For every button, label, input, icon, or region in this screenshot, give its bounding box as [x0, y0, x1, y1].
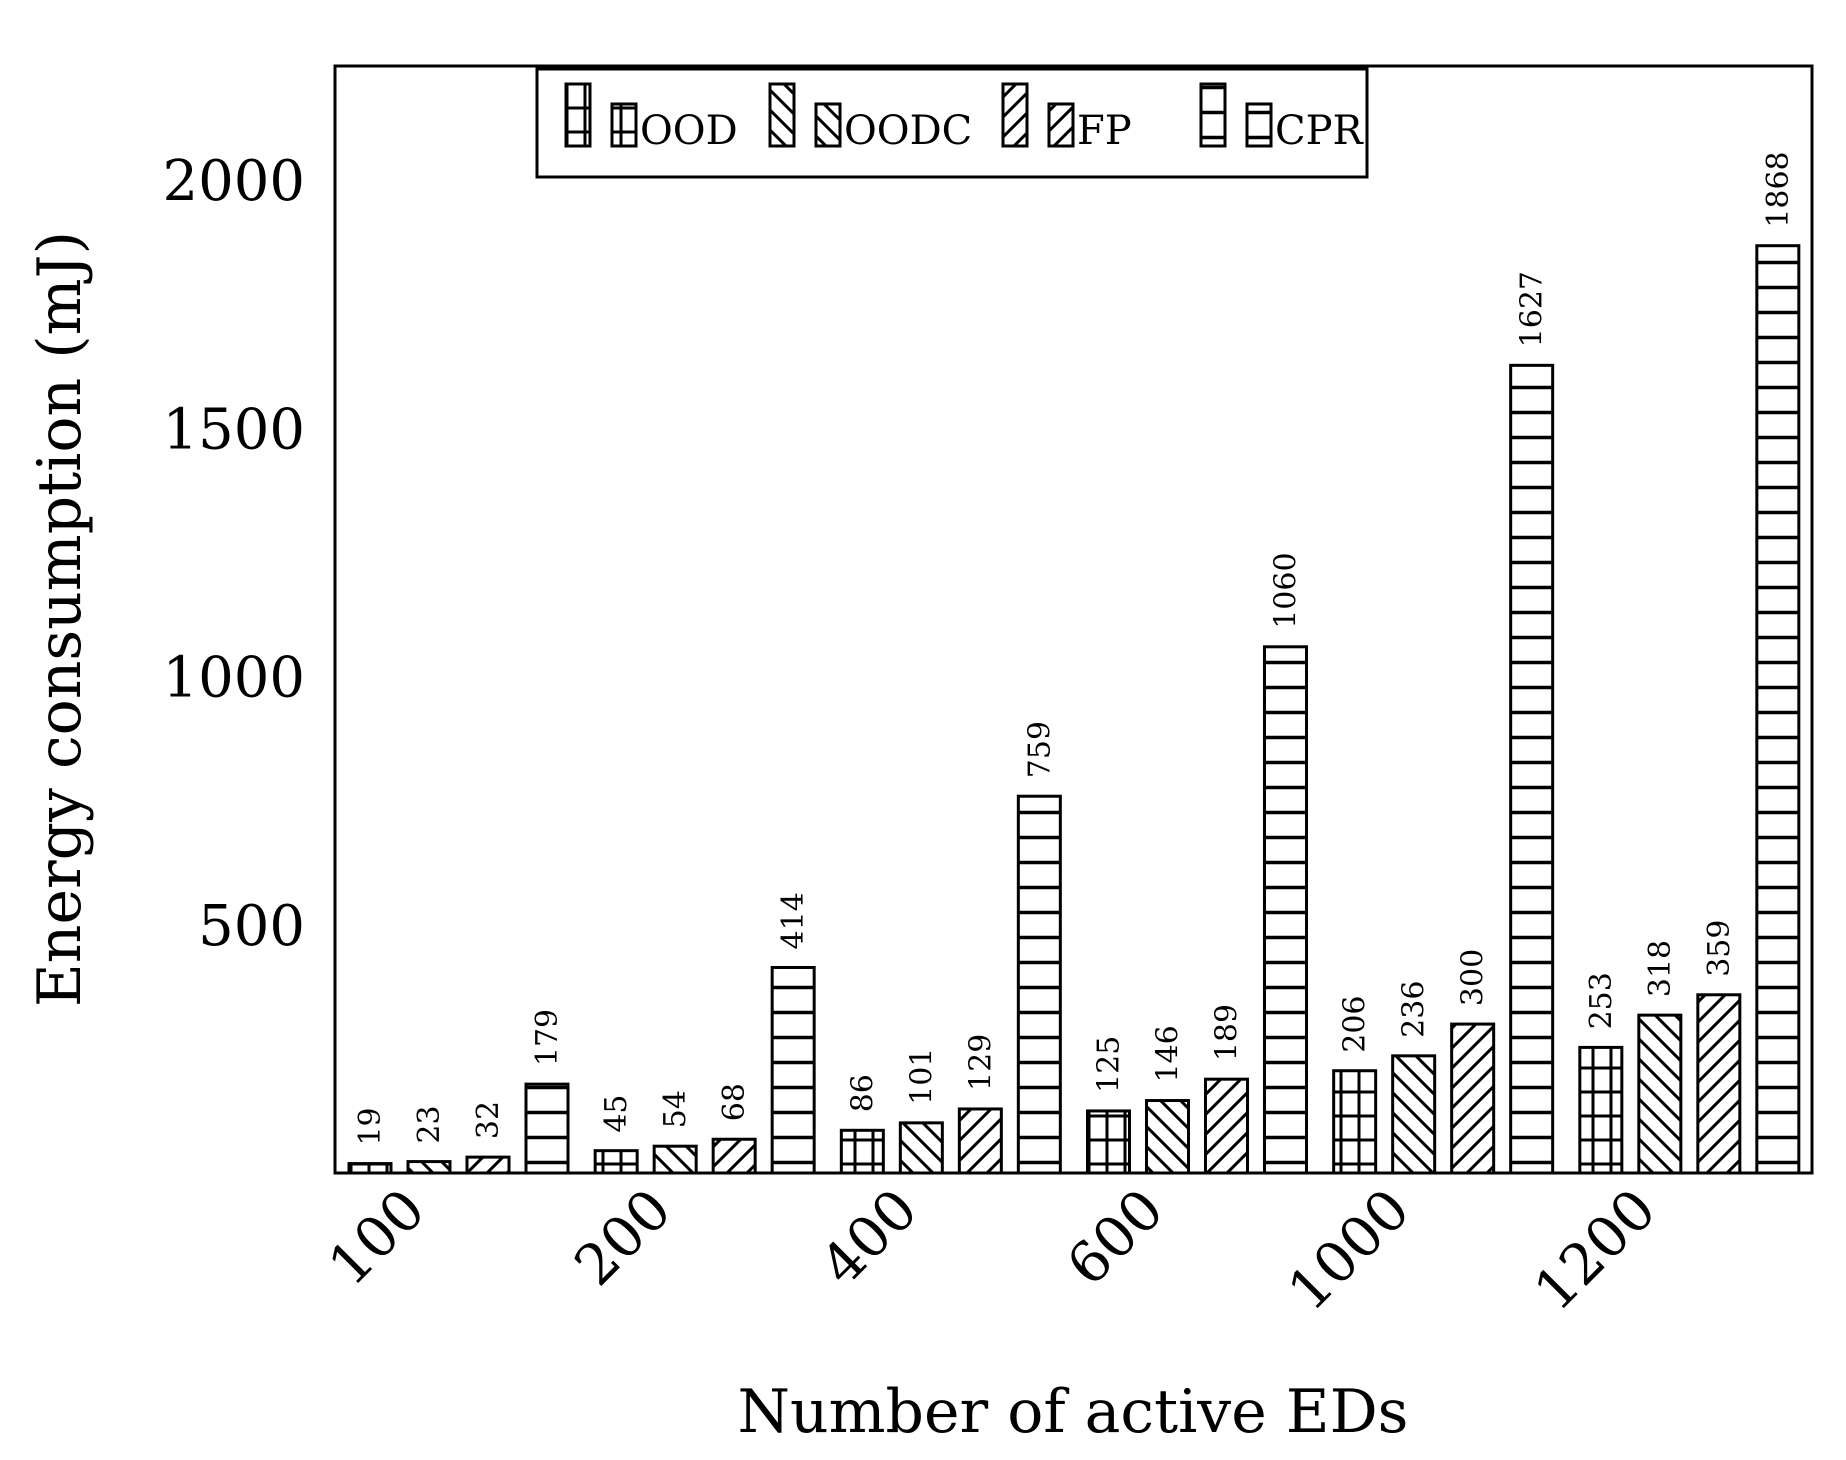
bar-fp-200 — [711, 1137, 757, 1175]
legend-swatch-small-fp — [1047, 102, 1075, 148]
bar-cpr-200 — [770, 965, 816, 1175]
value-label-fp-100: 32 — [471, 1101, 506, 1139]
bar-oodc-1200 — [1637, 1013, 1683, 1175]
bar-fp-100 — [465, 1155, 511, 1175]
legend-swatch-cpr — [1199, 82, 1227, 148]
value-label-cpr-600: 1060 — [1269, 552, 1304, 628]
bar-fp-600 — [1204, 1077, 1249, 1175]
y-tick-label: 1000 — [162, 646, 305, 711]
legend-label-oodc: OODC — [844, 108, 972, 154]
legend-swatch-small-ood — [610, 102, 638, 148]
bars-layer — [347, 244, 1801, 1175]
bar-oodc-1000 — [1391, 1054, 1437, 1175]
value-label-oodc-100: 23 — [412, 1105, 447, 1143]
value-label-cpr-200: 414 — [776, 892, 811, 949]
value-label-cpr-1200: 1868 — [1761, 151, 1796, 227]
value-label-cpr-400: 759 — [1022, 721, 1057, 778]
x-axis-title: Number of active EDs — [738, 1377, 1409, 1447]
bar-ood-400 — [839, 1128, 885, 1175]
x-tick-label: 200 — [563, 1177, 685, 1299]
y-tick-label: 2000 — [162, 149, 305, 214]
legend-swatch-small-cpr — [1245, 102, 1273, 148]
value-label-cpr-1000: 1627 — [1515, 271, 1550, 347]
value-label-fp-400: 129 — [963, 1034, 998, 1091]
value-label-fp-600: 189 — [1210, 1004, 1245, 1061]
bar-oodc-400 — [898, 1121, 944, 1175]
value-labels-layer: 19 23 32 179 45 54 68 414 86 101 129 759 125 146 189 10… — [353, 151, 1796, 1145]
legend-swatch-oodc — [768, 82, 796, 148]
value-label-oodc-600: 146 — [1151, 1025, 1186, 1082]
x-tick-label: 600 — [1055, 1177, 1177, 1299]
legend: OOD OODC FP CPR — [535, 67, 1369, 179]
bar-oodc-100 — [406, 1160, 452, 1175]
bar-cpr-1200 — [1755, 244, 1801, 1175]
bar-cpr-100 — [524, 1082, 570, 1175]
value-label-oodc-1200: 318 — [1643, 940, 1678, 997]
bar-ood-1000 — [1332, 1069, 1378, 1175]
legend-swatch-ood — [564, 82, 592, 148]
legend-label-cpr: CPR — [1275, 108, 1365, 154]
value-label-ood-600: 125 — [1092, 1036, 1127, 1093]
legend-swatch-small-oodc — [814, 102, 842, 148]
bar-oodc-200 — [652, 1144, 698, 1175]
bar-ood-1200 — [1578, 1045, 1624, 1175]
legend-label-fp: FP — [1077, 108, 1132, 154]
y-tick-label: 500 — [198, 894, 305, 959]
bar-ood-600 — [1086, 1109, 1131, 1175]
bar-fp-1000 — [1450, 1022, 1496, 1175]
legend-label-ood: OOD — [640, 108, 738, 154]
legend-swatch-fp — [1001, 82, 1029, 148]
plot-frame — [333, 64, 1814, 1175]
value-label-ood-400: 86 — [845, 1074, 880, 1112]
y-tick-label: 1500 — [162, 397, 305, 462]
legend-box — [535, 67, 1369, 179]
bar-ood-200 — [593, 1149, 639, 1175]
bar-fp-400 — [957, 1107, 1003, 1175]
x-axis: 100 200 400 600 1000 1200 — [316, 1177, 1668, 1324]
y-axis: 500 1000 1500 2000 — [162, 149, 305, 959]
value-label-ood-200: 45 — [599, 1094, 634, 1132]
value-label-ood-1200: 253 — [1584, 972, 1619, 1029]
value-label-oodc-400: 101 — [904, 1048, 939, 1105]
value-label-cpr-100: 179 — [530, 1009, 565, 1066]
bar-oodc-600 — [1145, 1099, 1190, 1175]
bar-cpr-600 — [1263, 645, 1308, 1175]
value-label-ood-100: 19 — [353, 1107, 388, 1145]
bar-cpr-1000 — [1509, 363, 1555, 1175]
value-label-fp-200: 68 — [717, 1083, 752, 1121]
value-label-fp-1200: 359 — [1702, 920, 1737, 977]
bar-fp-1200 — [1696, 993, 1742, 1175]
value-label-oodc-200: 54 — [658, 1090, 693, 1128]
x-tick-label: 100 — [316, 1177, 438, 1299]
value-label-ood-1000: 206 — [1338, 995, 1373, 1052]
value-label-oodc-1000: 236 — [1397, 981, 1432, 1038]
y-axis-title: Energy consumption (mJ) — [25, 231, 95, 1007]
x-tick-label: 400 — [809, 1177, 931, 1299]
value-label-fp-1000: 300 — [1456, 949, 1491, 1006]
bar-cpr-400 — [1016, 794, 1062, 1175]
x-tick-label: 1200 — [1522, 1177, 1669, 1324]
x-tick-label: 1000 — [1276, 1177, 1423, 1324]
